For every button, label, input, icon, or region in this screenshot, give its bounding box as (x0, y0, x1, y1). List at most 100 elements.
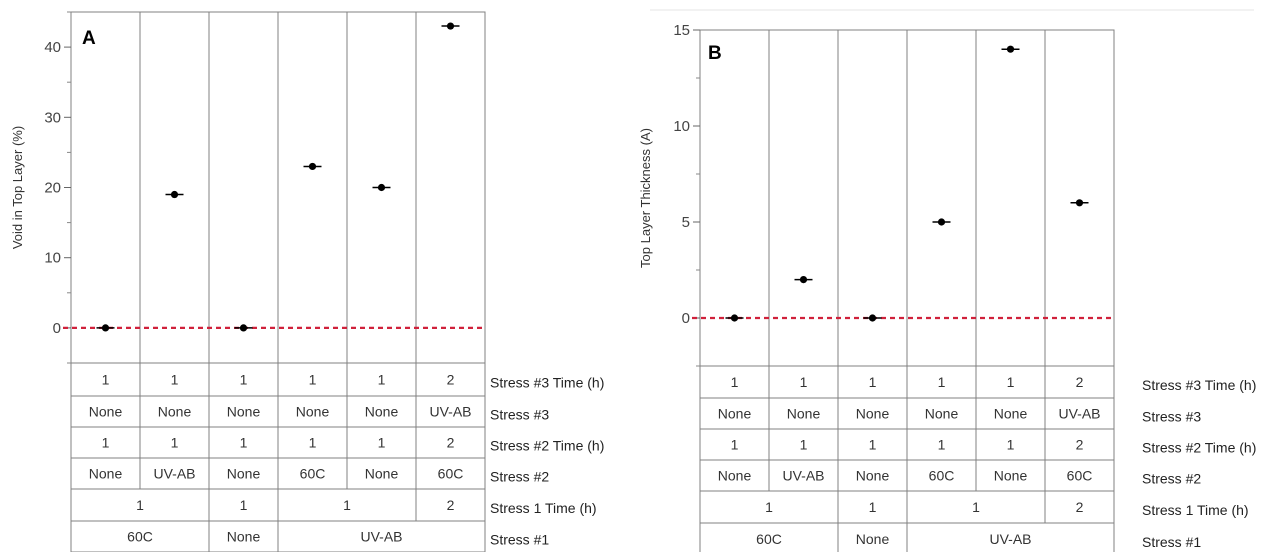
table-row-label: Stress #3 (1142, 409, 1201, 425)
table-cell: UV-AB (360, 529, 402, 545)
table-cell: 2 (447, 372, 455, 388)
y-axis-label: Top Layer Thickness (A) (638, 128, 653, 268)
table-cell: 1 (800, 437, 808, 453)
data-point (799, 276, 808, 284)
table-cell: 1 (102, 372, 110, 388)
y-tick-label: 0 (682, 310, 690, 327)
table-cell: 1 (1007, 437, 1015, 453)
y-tick-label: 10 (673, 118, 690, 135)
data-point (308, 162, 317, 171)
table-cell: UV-AB (153, 466, 195, 482)
table-row-label: Stress #1 (490, 532, 549, 548)
table-row-label: Stress #3 (490, 407, 549, 423)
table-cell: 1 (171, 372, 179, 388)
table-row-label: Stress #1 (1142, 534, 1201, 550)
table-row-label: Stress 1 Time (h) (1142, 502, 1249, 518)
table-cell: 1 (240, 372, 248, 388)
table-cell: 1 (309, 372, 317, 388)
data-point (446, 22, 455, 30)
y-tick-label: 0 (53, 320, 61, 337)
table-cell: 60C (1067, 468, 1093, 484)
y-tick-label: 20 (44, 180, 61, 197)
y-axis-label: Void in Top Layer (%) (10, 126, 25, 249)
table-cell: 1 (378, 372, 386, 388)
table-cell: 1 (136, 497, 144, 513)
table-row-label: Stress #2 (490, 469, 549, 485)
table-cell: 1 (938, 374, 946, 390)
table-cell: 1 (800, 374, 808, 390)
table-row-label: Stress #2 (1142, 471, 1201, 487)
table-cell: None (994, 468, 1028, 484)
table-cell: None (718, 468, 752, 484)
table-cell: None (718, 406, 752, 422)
table-cell: 1 (309, 435, 317, 451)
table-row-label: Stress #3 Time (h) (490, 375, 604, 391)
table-cell: 1 (869, 374, 877, 390)
data-point (239, 324, 248, 332)
data-point (101, 324, 110, 332)
table-cell: None (925, 406, 959, 422)
data-point (868, 314, 877, 322)
table-cell: 1 (731, 374, 739, 390)
table-cell: None (856, 531, 890, 547)
table-cell: UV-AB (782, 468, 824, 484)
table-cell: 2 (1076, 437, 1084, 453)
data-point (377, 183, 386, 192)
table-cell: 2 (447, 497, 455, 513)
table-cell: None (89, 466, 123, 482)
table-cell: 2 (447, 435, 455, 451)
table-cell: 1 (731, 437, 739, 453)
table-cell: 60C (929, 468, 955, 484)
chart-panel-a: 0 10 20 30 40 Void in Top Layer (%) A 1 1 1 1 1 2 Str… (10, 11, 604, 552)
table-cell: None (856, 406, 890, 422)
table-cell: 60C (438, 466, 464, 482)
panel-label: B (708, 43, 722, 64)
table-cell: None (158, 404, 192, 420)
table-cell: UV-AB (429, 404, 471, 420)
table-cell: 2 (1076, 499, 1084, 515)
table-row-label: Stress #3 Time (h) (1142, 377, 1256, 393)
table-cell: 60C (756, 531, 782, 547)
table-cell: None (89, 404, 123, 420)
data-point (1075, 199, 1084, 207)
y-tick-label: 15 (673, 22, 690, 39)
table-cell: UV-AB (1058, 406, 1100, 422)
table-cell: 1 (972, 499, 980, 515)
table-cell: 1 (102, 435, 110, 451)
table-cell: 1 (343, 497, 351, 513)
table-cell: 1 (938, 437, 946, 453)
panel-label: A (82, 28, 96, 49)
table-cell: 2 (1076, 374, 1084, 390)
table-cell: 1 (378, 435, 386, 451)
y-tick-label: 10 (44, 250, 61, 267)
table-cell: 1 (869, 499, 877, 515)
data-point (730, 314, 739, 322)
table-cell: None (365, 466, 399, 482)
table-cell: None (227, 466, 261, 482)
table-cell: None (856, 468, 890, 484)
table-row-label: Stress #2 Time (h) (1142, 440, 1256, 456)
table-cell: 60C (127, 529, 153, 545)
table-cell: UV-AB (989, 531, 1031, 547)
data-point (937, 218, 946, 226)
table-cell: None (787, 406, 821, 422)
table-cell: None (994, 406, 1028, 422)
table-cell: 1 (240, 435, 248, 451)
chart-panel-b: 0 5 10 15 Top Layer Thickness (A) B 1 1 1 1 1 2 Stre… (638, 9, 1256, 552)
table-cell: 1 (1007, 374, 1015, 390)
table-row-label: Stress #2 Time (h) (490, 438, 604, 454)
data-point (1006, 45, 1015, 53)
data-point (170, 190, 179, 199)
y-tick-label: 5 (682, 214, 690, 231)
table-cell: 1 (240, 497, 248, 513)
table-cell: None (296, 404, 330, 420)
table-cell: 1 (171, 435, 179, 451)
table-row-label: Stress 1 Time (h) (490, 500, 597, 516)
table-cell: None (227, 529, 261, 545)
table-cell: 60C (300, 466, 326, 482)
y-tick-label: 40 (44, 39, 61, 56)
y-tick-label: 30 (44, 109, 61, 126)
table-cell: None (365, 404, 399, 420)
table-cell: None (227, 404, 261, 420)
